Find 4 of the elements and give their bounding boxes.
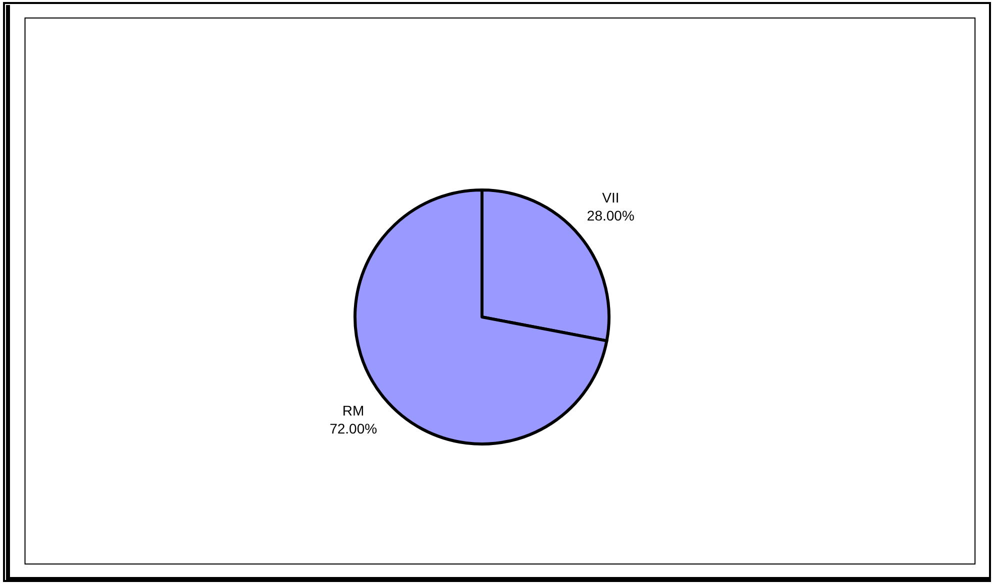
data-label: 72.00% [330, 420, 378, 436]
slice-label: RM [342, 402, 364, 418]
data-label: 28.00% [586, 208, 634, 224]
slice-label: VII [602, 190, 620, 206]
